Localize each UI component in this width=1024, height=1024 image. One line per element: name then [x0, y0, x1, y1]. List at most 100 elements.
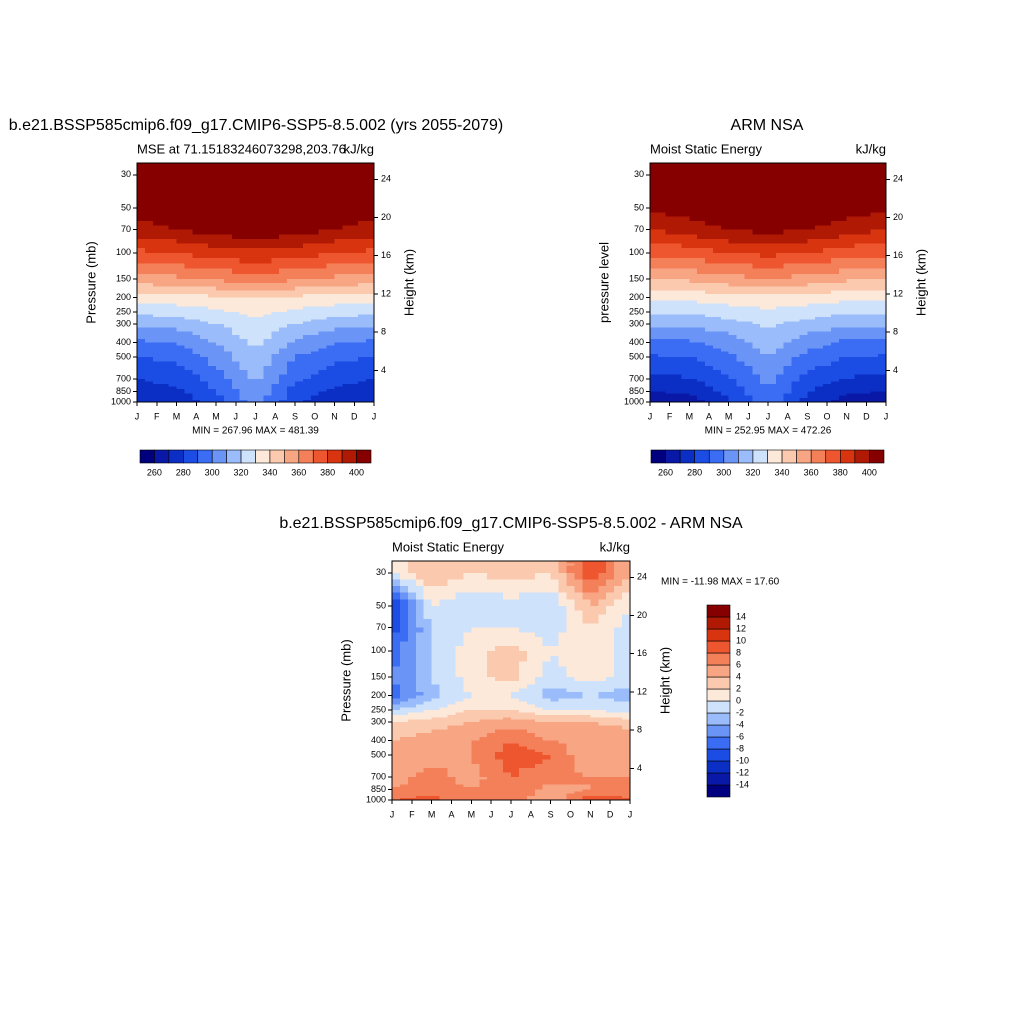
contour-cell [689, 357, 698, 363]
contour-cell [431, 579, 441, 587]
contour-cell [598, 605, 607, 611]
contour-cell [728, 361, 738, 367]
contour-cell [255, 321, 264, 325]
contour-cell [271, 370, 280, 376]
contour-cell [775, 243, 785, 249]
contour-cell [318, 201, 328, 209]
contour-cell [192, 323, 201, 329]
contour-cell [870, 321, 879, 325]
contour-cell [511, 592, 520, 600]
contour-cell [152, 273, 162, 280]
contour-cell [223, 312, 233, 316]
contour-cell [807, 323, 816, 329]
contour-cell [574, 561, 583, 564]
contour-cell [176, 279, 185, 284]
contour-cell [878, 370, 887, 376]
contour-cell [200, 399, 209, 403]
colorbar-label: 400 [862, 467, 877, 477]
contour-cell [495, 691, 504, 697]
contour-cell [815, 319, 824, 323]
contour-cell [479, 579, 488, 587]
contour-cell [854, 393, 863, 397]
contour-cell [673, 207, 683, 213]
contour-cell [807, 306, 816, 310]
contour-cell [550, 684, 560, 689]
contour-cell [160, 386, 170, 390]
contour-cell [200, 370, 209, 376]
contour-cell [574, 586, 583, 594]
contour-cell [287, 395, 296, 399]
contour-cell [697, 378, 706, 383]
contour-cell [192, 188, 201, 196]
colorbar-label: 260 [147, 467, 162, 477]
contour-cell [176, 194, 185, 202]
contour-cell [783, 165, 793, 169]
contour-cell [358, 181, 367, 189]
contour-cell [271, 381, 280, 385]
contour-cell [862, 323, 871, 329]
contour-cell [176, 361, 185, 367]
contour-cell [358, 225, 367, 231]
contour-cell [463, 691, 472, 697]
contour-cell [783, 397, 793, 401]
contour-cell [768, 374, 777, 380]
contour-cell [815, 312, 824, 316]
contour-cell [334, 212, 343, 218]
contour-cell [279, 181, 288, 189]
contour-cell [279, 258, 288, 264]
contour-cell [302, 167, 312, 171]
contour-cell [870, 365, 879, 371]
contour-cell [657, 300, 667, 305]
contour-cell [318, 188, 328, 196]
contour-cell [720, 252, 730, 259]
contour-cell [216, 342, 225, 347]
contour-cell [231, 286, 241, 291]
contour-cell [614, 646, 623, 652]
contour-cell [310, 201, 320, 209]
contour-cell [208, 194, 217, 202]
colorbar-box [767, 449, 783, 464]
contour-cell [705, 399, 714, 403]
contour-cell [192, 378, 201, 383]
contour-cell [295, 297, 304, 302]
contour-cell [255, 374, 264, 380]
contour-cell [392, 695, 401, 700]
contour-cell [247, 374, 257, 380]
contour-cell [799, 381, 808, 385]
contour-cell [447, 680, 457, 686]
contour-cell [495, 561, 504, 564]
contour-cell [846, 386, 856, 390]
contour-cell [176, 323, 185, 329]
contour-cell [854, 290, 863, 295]
contour-cell [192, 303, 201, 307]
contour-cell [271, 212, 280, 218]
contour-cell [823, 268, 832, 275]
contour-cell [279, 306, 288, 310]
contour-cell [455, 684, 464, 689]
contour-cell [192, 314, 201, 318]
contour-cell [310, 174, 320, 183]
contour-cell [807, 268, 816, 275]
contour-cell [799, 297, 808, 302]
contour-cell [606, 646, 615, 652]
contour-cell [334, 374, 343, 380]
contour-cell [511, 565, 520, 569]
contour-cell [870, 357, 879, 363]
contour-cell [689, 365, 698, 371]
contour-cell [622, 568, 631, 572]
contour-cell [775, 381, 785, 385]
contour-cell [239, 383, 249, 388]
contour-cell [878, 365, 887, 371]
contour-cell [287, 321, 296, 325]
contour-cell [870, 393, 879, 397]
contour-cell [598, 579, 607, 587]
contour-cell [318, 319, 328, 323]
contour-cell [854, 225, 863, 231]
contour-cell [192, 286, 201, 291]
contour-cell [479, 605, 488, 611]
contour-cell [415, 572, 425, 581]
contour-cell [574, 632, 583, 638]
contour-cell [728, 297, 738, 302]
contour-cell [846, 354, 856, 358]
